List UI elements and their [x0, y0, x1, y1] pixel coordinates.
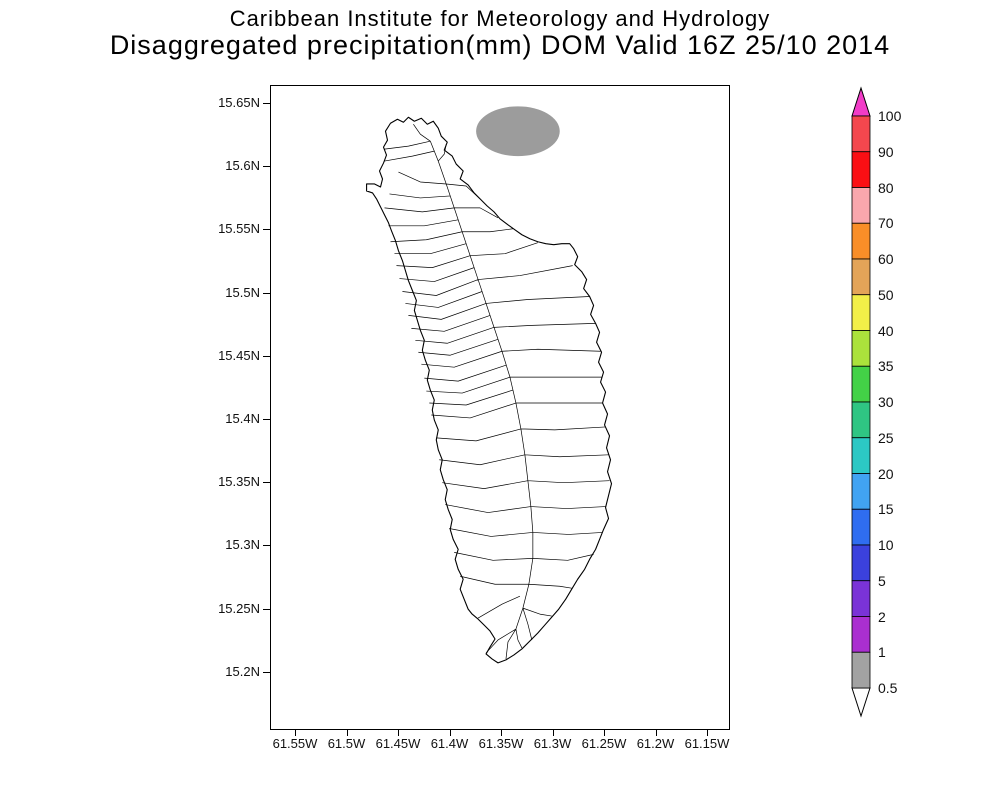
lat-tick	[263, 293, 270, 294]
colorbar-segment	[851, 222, 871, 260]
lon-tick	[553, 730, 554, 736]
colorbar-label: 60	[878, 251, 894, 267]
colorbar-segment	[851, 330, 871, 367]
lon-label: 61.3W	[533, 736, 572, 751]
colorbar-segment	[851, 294, 871, 331]
lat-label: 15.45N	[218, 347, 260, 363]
colorbar-label: 15	[878, 501, 894, 518]
lon-label: 61.15W	[684, 736, 730, 751]
watershed-lines-path	[384, 124, 610, 659]
lon-tick	[656, 730, 657, 736]
colorbar-label: 35	[878, 358, 894, 375]
colorbar-label: 5	[878, 572, 886, 589]
colorbar-label: 40	[878, 322, 894, 339]
colorbar-segment	[851, 544, 871, 582]
lat-tick	[263, 419, 270, 420]
lat-tick	[263, 672, 270, 673]
dominica-map-svg	[366, 106, 613, 664]
lat-tick	[263, 103, 270, 104]
colorbar-label: 70	[878, 215, 894, 232]
lat-label: 15.25N	[218, 600, 260, 616]
colorbar-segment	[851, 437, 871, 474]
institution-title: Caribbean Institute for Meteorology and …	[229, 6, 771, 31]
colorbar-segment	[851, 508, 871, 546]
colorbar-segment	[851, 365, 871, 403]
lat-tick	[263, 545, 270, 546]
colorbar-segment	[851, 151, 871, 188]
lat-label: 15.55N	[218, 221, 260, 237]
colorbar-segment	[851, 473, 871, 510]
lon-label: 61.35W	[478, 736, 524, 751]
colorbar-label: 20	[878, 465, 894, 482]
colorbar-label: 25	[878, 429, 894, 446]
colorbar-segment	[851, 651, 871, 689]
colorbar-label: 90	[878, 143, 894, 160]
colorbar-label: 30	[878, 394, 894, 410]
lon-label: 61.55W	[272, 736, 318, 751]
lon-tick	[295, 730, 296, 736]
coastline-path	[366, 116, 613, 664]
product-title: Disaggregated precipitation(mm) DOM Vali…	[109, 30, 891, 60]
lon-tick	[604, 730, 605, 736]
lon-tick	[347, 730, 348, 736]
lon-label: 61.2W	[636, 736, 675, 751]
lat-label: 15.6N	[225, 158, 260, 174]
lon-tick	[501, 730, 502, 736]
colorbar-label: 0.5	[878, 680, 898, 696]
colorbar	[851, 86, 871, 718]
colorbar-segment	[851, 115, 871, 153]
lat-tick	[263, 356, 270, 357]
precip-shaded-blob	[476, 106, 560, 157]
lat-label: 15.5N	[225, 284, 260, 300]
colorbar-segment	[851, 616, 871, 653]
lat-tick	[263, 609, 270, 610]
colorbar-over-arrow	[851, 86, 871, 117]
colorbar-label: 10	[878, 537, 894, 553]
lat-label: 15.4N	[225, 411, 260, 426]
lat-label: 15.3N	[225, 537, 260, 553]
colorbar-segment	[851, 580, 871, 617]
colorbar-label: 2	[878, 608, 886, 625]
colorbar-label: 1	[878, 644, 886, 661]
lon-label: 61.4W	[430, 736, 469, 751]
lat-label: 15.65N	[218, 95, 260, 110]
lat-tick	[263, 482, 270, 483]
lat-tick	[263, 229, 270, 230]
lon-label: 61.5W	[327, 736, 366, 751]
colorbar-label: 100	[878, 108, 902, 124]
colorbar-segment	[851, 187, 871, 224]
lat-label: 15.2N	[225, 663, 260, 679]
lon-tick	[398, 730, 399, 736]
lat-label: 15.35N	[218, 474, 260, 490]
lon-tick	[450, 730, 451, 736]
colorbar-label: 80	[878, 179, 894, 196]
colorbar-segment	[851, 401, 871, 439]
colorbar-segment	[851, 258, 871, 296]
lat-tick	[263, 166, 270, 167]
colorbar-label: 50	[878, 286, 894, 303]
map-plot-frame	[270, 85, 730, 730]
colorbar-under-arrow	[851, 687, 871, 718]
lon-label: 61.45W	[375, 736, 421, 751]
lon-label: 61.25W	[581, 736, 627, 751]
lon-tick	[707, 730, 708, 736]
